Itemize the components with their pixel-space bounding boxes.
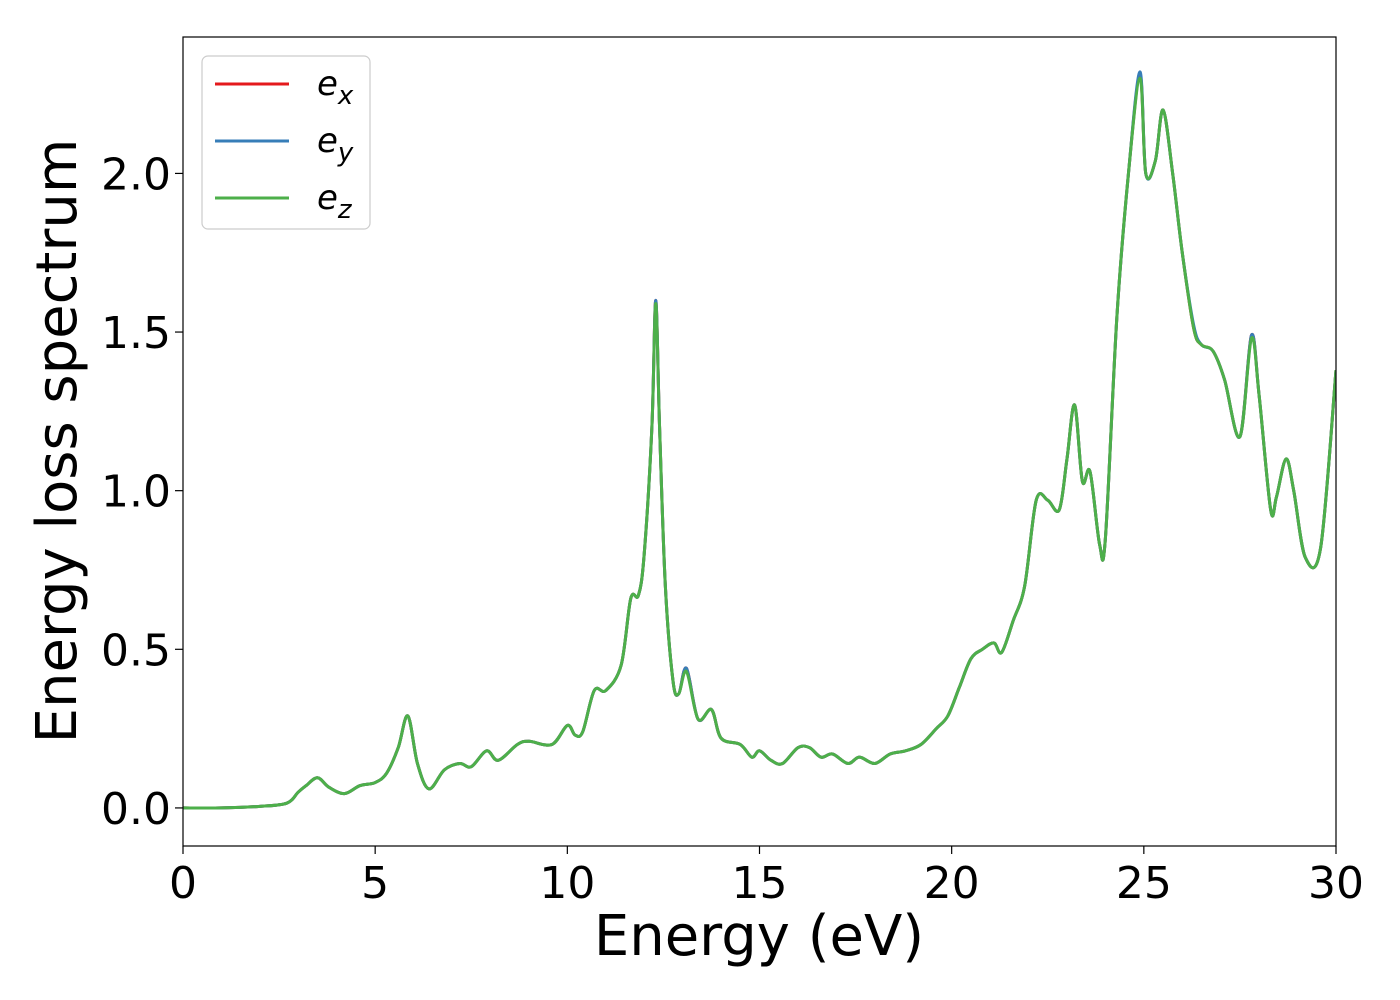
y-tick-label: 0.5 xyxy=(101,625,171,676)
x-axis-ticks: 0 5 10 15 20 25 30 xyxy=(169,846,1364,909)
x-tick-label: 20 xyxy=(924,858,980,909)
x-tick-label: 15 xyxy=(732,858,788,909)
x-tick-label: 25 xyxy=(1116,858,1172,909)
y-tick-label: 1.5 xyxy=(101,308,171,359)
y-tick-label: 0.0 xyxy=(101,784,171,835)
y-axis-label: Energy loss spectrum xyxy=(25,139,90,744)
series-line-ez xyxy=(183,76,1336,810)
x-tick-label: 10 xyxy=(539,858,595,909)
legend-label-ex: ex xyxy=(317,64,354,111)
series-group xyxy=(183,70,1336,810)
x-tick-label: 30 xyxy=(1308,858,1364,909)
x-tick-label: 5 xyxy=(361,858,389,909)
legend-label-ey: ey xyxy=(317,121,354,168)
y-tick-label: 2.0 xyxy=(101,149,171,200)
y-axis-ticks: 0.0 0.5 1.0 1.5 2.0 xyxy=(101,149,183,835)
x-tick-label: 0 xyxy=(169,858,197,909)
y-tick-label: 1.0 xyxy=(101,467,171,518)
x-axis-label: Energy (eV) xyxy=(594,904,924,969)
